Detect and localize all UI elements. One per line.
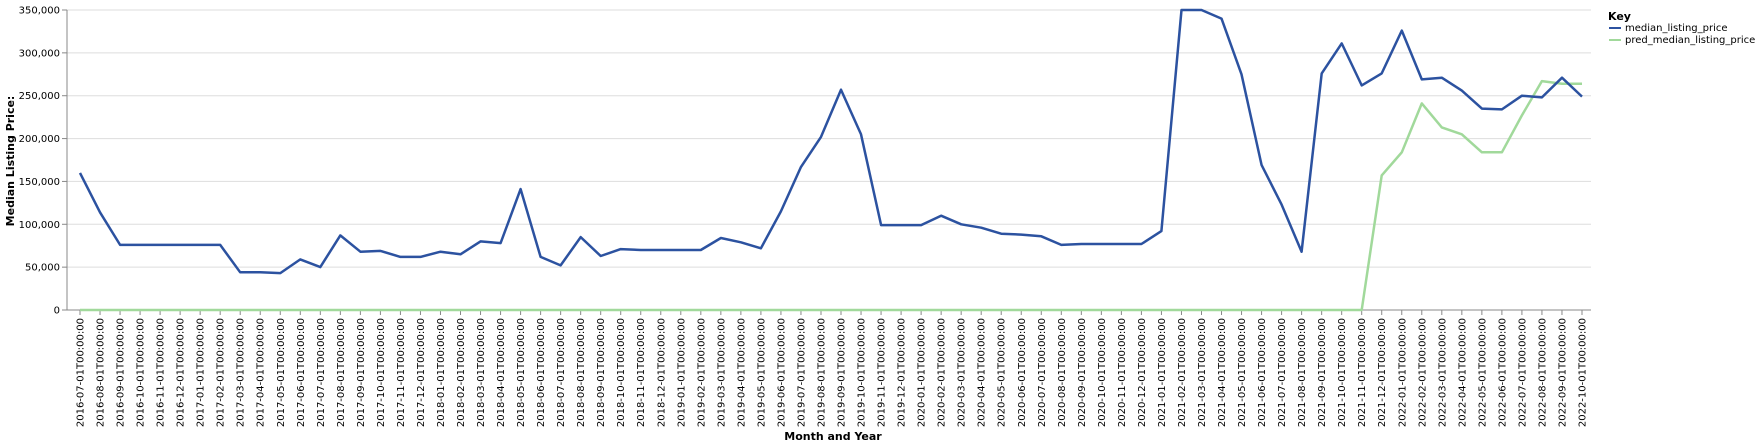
x-tick-label: 2016-08-01T00:00:00 bbox=[96, 318, 107, 427]
x-tick-label: 2020-11-01T00:00:00 bbox=[1117, 318, 1128, 427]
x-tick-label: 2020-09-01T00:00:00 bbox=[1077, 318, 1088, 427]
x-tick-label: 2018-08-01T00:00:00 bbox=[576, 318, 587, 427]
x-tick-label: 2018-12-01T00:00:00 bbox=[656, 318, 667, 427]
x-tick-label: 2017-02-01T00:00:00 bbox=[216, 318, 227, 427]
x-tick-label: 2018-04-01T00:00:00 bbox=[496, 318, 507, 427]
x-tick-label: 2019-02-01T00:00:00 bbox=[696, 318, 707, 427]
x-tick-label: 2022-02-01T00:00:00 bbox=[1417, 318, 1428, 427]
x-tick-label: 2021-03-01T00:00:00 bbox=[1197, 318, 1208, 427]
x-tick-label: 2016-09-01T00:00:00 bbox=[116, 318, 127, 427]
legend-label: median_listing_price bbox=[1625, 23, 1728, 34]
series-line-median_listing_price bbox=[78, 8, 1583, 275]
x-tick-label: 2020-05-01T00:00:00 bbox=[997, 318, 1008, 427]
x-tick-label: 2017-10-01T00:00:00 bbox=[376, 318, 387, 427]
x-tick-label: 2016-11-01T00:00:00 bbox=[156, 318, 167, 427]
x-tick-label: 2017-08-01T00:00:00 bbox=[336, 318, 347, 427]
x-tick-label: 2021-07-01T00:00:00 bbox=[1277, 318, 1288, 427]
x-tick-label: 2022-09-01T00:00:00 bbox=[1557, 318, 1568, 427]
x-tick-label: 2018-11-01T00:00:00 bbox=[636, 318, 647, 427]
x-axis: 2016-07-01T00:00:00 2016-08-01T00:00:00 20… bbox=[67, 309, 1591, 427]
x-tick-label: 2020-03-01T00:00:00 bbox=[957, 318, 968, 427]
x-tick-label: 2018-05-01T00:00:00 bbox=[516, 318, 527, 427]
x-tick-label: 2022-08-01T00:00:00 bbox=[1537, 318, 1548, 427]
x-tick-label: 2019-12-01T00:00:00 bbox=[897, 318, 908, 427]
x-tick-label: 2017-04-01T00:00:00 bbox=[256, 318, 267, 427]
x-tick-label: 2016-07-01T00:00:00 bbox=[76, 318, 87, 427]
y-axis: 0 50,000 100,000 150,000 200,000 250,000 300,0… bbox=[19, 6, 68, 317]
x-tick-label: 2018-10-01T00:00:00 bbox=[616, 318, 627, 427]
x-tick-label: 2020-08-01T00:00:00 bbox=[1057, 318, 1068, 427]
x-tick-label: 2016-12-01T00:00:00 bbox=[176, 318, 187, 427]
x-tick-label: 2017-12-01T00:00:00 bbox=[416, 318, 427, 427]
legend-label: pred_median_listing_price bbox=[1625, 35, 1755, 46]
x-tick-label: 2021-02-01T00:00:00 bbox=[1177, 318, 1188, 427]
x-tick-label: 2022-10-01T00:00:00 bbox=[1578, 318, 1589, 427]
x-tick-label: 2021-04-01T00:00:00 bbox=[1217, 318, 1228, 427]
x-tick-label: 2021-08-01T00:00:00 bbox=[1297, 318, 1308, 427]
x-tick-label: 2018-01-01T00:00:00 bbox=[436, 318, 447, 427]
x-tick-label: 2018-02-01T00:00:00 bbox=[456, 318, 467, 427]
series-line-pred_median_listing_price bbox=[80, 79, 1582, 312]
x-tick-label: 2021-06-01T00:00:00 bbox=[1257, 318, 1268, 427]
x-tick-label: 2021-10-01T00:00:00 bbox=[1337, 318, 1348, 427]
y-axis-title: Median Listing Price: bbox=[4, 96, 17, 227]
legend: Key median_listing_pricepred_median_list… bbox=[1608, 10, 1755, 46]
x-tick-label: 2020-01-01T00:00:00 bbox=[917, 318, 928, 427]
x-tick-label: 2017-01-01T00:00:00 bbox=[196, 318, 207, 427]
x-tick-label: 2017-09-01T00:00:00 bbox=[356, 318, 367, 427]
x-tick-label: 2020-10-01T00:00:00 bbox=[1097, 318, 1108, 427]
x-tick-label: 2019-01-01T00:00:00 bbox=[676, 318, 687, 427]
x-tick-label: 2021-12-01T00:00:00 bbox=[1377, 318, 1388, 427]
x-tick-label: 2019-09-01T00:00:00 bbox=[837, 318, 848, 427]
x-tick-label: 2022-07-01T00:00:00 bbox=[1517, 318, 1528, 427]
y-tick-label: 0 bbox=[54, 306, 60, 317]
x-tick-label: 2017-11-01T00:00:00 bbox=[396, 318, 407, 427]
x-tick-label: 2019-04-01T00:00:00 bbox=[736, 318, 747, 427]
x-tick-label: 2022-04-01T00:00:00 bbox=[1457, 318, 1468, 427]
x-tick-label: 2018-07-01T00:00:00 bbox=[556, 318, 567, 427]
x-tick-label: 2018-06-01T00:00:00 bbox=[536, 318, 547, 427]
y-tick-label: 200,000 bbox=[19, 134, 60, 145]
x-tick-label: 2018-09-01T00:00:00 bbox=[596, 318, 607, 427]
series-lines bbox=[78, 8, 1583, 312]
x-tick-label: 2021-11-01T00:00:00 bbox=[1357, 318, 1368, 427]
x-tick-label: 2020-12-01T00:00:00 bbox=[1137, 318, 1148, 427]
x-tick-label: 2016-10-01T00:00:00 bbox=[136, 318, 147, 427]
x-tick-label: 2019-08-01T00:00:00 bbox=[816, 318, 827, 427]
x-tick-label: 2022-01-01T00:00:00 bbox=[1397, 318, 1408, 427]
x-axis-title: Month and Year bbox=[784, 430, 882, 443]
x-tick-label: 2017-05-01T00:00:00 bbox=[276, 318, 287, 427]
x-tick-label: 2020-02-01T00:00:00 bbox=[937, 318, 948, 427]
y-tick-label: 100,000 bbox=[19, 220, 60, 231]
y-tick-label: 300,000 bbox=[19, 48, 60, 59]
x-tick-label: 2021-09-01T00:00:00 bbox=[1317, 318, 1328, 427]
x-tick-label: 2019-06-01T00:00:00 bbox=[776, 318, 787, 427]
x-tick-label: 2019-07-01T00:00:00 bbox=[796, 318, 807, 427]
x-tick-label: 2021-05-01T00:00:00 bbox=[1237, 318, 1248, 427]
x-tick-label: 2019-11-01T00:00:00 bbox=[877, 318, 888, 427]
x-tick-label: 2021-01-01T00:00:00 bbox=[1157, 318, 1168, 427]
x-tick-label: 2017-06-01T00:00:00 bbox=[296, 318, 307, 427]
x-tick-label: 2020-07-01T00:00:00 bbox=[1037, 318, 1048, 427]
gridlines bbox=[67, 9, 1591, 311]
x-tick-label: 2020-04-01T00:00:00 bbox=[977, 318, 988, 427]
x-tick-label: 2019-05-01T00:00:00 bbox=[756, 318, 767, 427]
y-tick-label: 50,000 bbox=[25, 263, 60, 274]
x-tick-label: 2019-10-01T00:00:00 bbox=[857, 318, 868, 427]
x-tick-label: 2017-03-01T00:00:00 bbox=[236, 318, 247, 427]
x-tick-label: 2022-05-01T00:00:00 bbox=[1477, 318, 1488, 427]
x-tick-label: 2017-07-01T00:00:00 bbox=[316, 318, 327, 427]
y-tick-label: 250,000 bbox=[19, 91, 60, 102]
x-tick-label: 2019-03-01T00:00:00 bbox=[716, 318, 727, 427]
x-tick-label: 2022-06-01T00:00:00 bbox=[1497, 318, 1508, 427]
x-tick-label: 2022-03-01T00:00:00 bbox=[1437, 318, 1448, 427]
x-tick-label: 2020-06-01T00:00:00 bbox=[1017, 318, 1028, 427]
y-tick-label: 350,000 bbox=[19, 6, 60, 17]
legend-title: Key bbox=[1608, 10, 1631, 23]
x-tick-label: 2018-03-01T00:00:00 bbox=[476, 318, 487, 427]
y-tick-label: 150,000 bbox=[19, 177, 60, 188]
